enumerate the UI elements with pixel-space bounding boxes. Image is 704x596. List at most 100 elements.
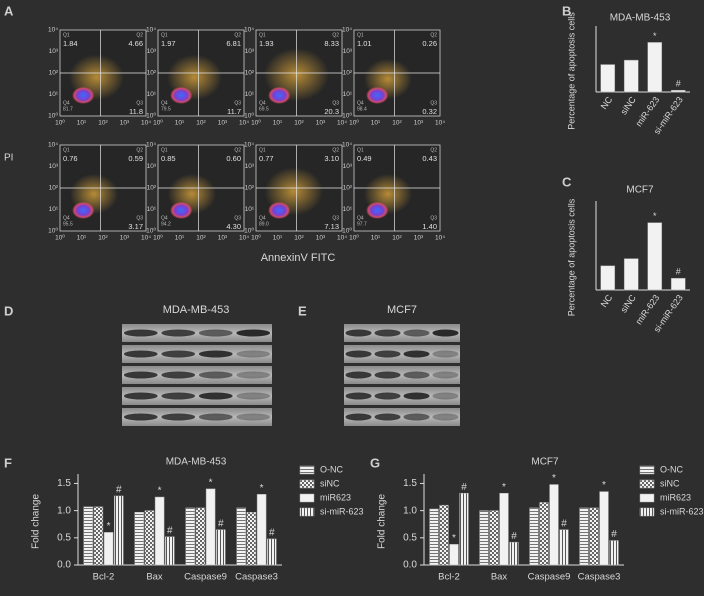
legend-label: siNC bbox=[320, 478, 340, 488]
y-tick-label: 1.5 bbox=[403, 478, 417, 489]
blot-band bbox=[123, 371, 158, 379]
quadrant-value: 1.93 bbox=[259, 39, 274, 48]
tick-label: 10⁴ bbox=[239, 120, 249, 127]
significance-marker: # bbox=[561, 518, 567, 529]
tick-label: 10³ bbox=[147, 163, 157, 170]
quadrant-name: Q1 bbox=[161, 147, 168, 153]
cloud-core bbox=[268, 86, 291, 104]
tick-label: 10⁴ bbox=[342, 142, 352, 149]
tick-label: 10² bbox=[196, 235, 206, 242]
blot-band bbox=[345, 329, 372, 337]
tick-label: 10³ bbox=[147, 48, 157, 55]
tick-label: 10³ bbox=[316, 120, 326, 127]
tick-label: 10² bbox=[196, 120, 206, 127]
panel-label: F bbox=[4, 455, 12, 470]
blot-strip bbox=[344, 324, 460, 342]
quadrant-name: Q4 bbox=[357, 100, 364, 106]
quadrant-value: 0.76 bbox=[63, 154, 78, 163]
legend-swatch bbox=[299, 507, 315, 517]
tick-label: 10³ bbox=[49, 163, 59, 170]
legend-label: O-NC bbox=[660, 464, 683, 474]
significance-marker: * bbox=[209, 478, 213, 489]
tick-label: 10⁰ bbox=[146, 227, 156, 235]
significance-marker: # bbox=[116, 485, 122, 496]
tick-label: 10⁴ bbox=[239, 235, 249, 242]
tick-label: 10⁴ bbox=[337, 235, 347, 242]
quadrant-value: 8.33 bbox=[324, 39, 339, 48]
quadrant-name: Q2 bbox=[332, 32, 339, 38]
legend-swatch bbox=[639, 507, 655, 517]
tick-label: 10¹ bbox=[343, 91, 353, 98]
blot-band bbox=[161, 392, 196, 400]
blot-strip bbox=[344, 366, 460, 384]
tick-label: 10² bbox=[147, 70, 157, 77]
tick-label: 10⁰ bbox=[244, 112, 254, 120]
bar bbox=[623, 258, 639, 291]
blot-strip bbox=[122, 408, 272, 426]
tick-label: 10⁰ bbox=[342, 227, 352, 235]
quadrant-name: Q1 bbox=[161, 32, 168, 38]
cloud-core bbox=[366, 86, 389, 104]
quadrant-value: 0.32 bbox=[422, 107, 437, 116]
quadrant-value: 11.8 bbox=[129, 107, 143, 116]
tick-label: 10⁰ bbox=[244, 227, 254, 235]
tick-label: 10² bbox=[343, 185, 353, 192]
bar bbox=[256, 494, 267, 566]
blot-strip bbox=[344, 345, 460, 363]
blot-band bbox=[345, 350, 372, 358]
blot-band bbox=[432, 392, 459, 400]
tick-label: 10³ bbox=[49, 48, 59, 55]
blot-band bbox=[403, 350, 430, 358]
tick-label: 10¹ bbox=[49, 206, 59, 213]
blot-band bbox=[403, 371, 430, 379]
x-tick-label: Caspase9 bbox=[184, 572, 227, 583]
quadrant-name: Q3 bbox=[332, 100, 339, 106]
bar bbox=[670, 89, 686, 93]
y-axis-label: Percentage of apoptosis cells bbox=[566, 198, 576, 316]
quadrant-value: 95.5 bbox=[63, 221, 73, 227]
blot-band bbox=[123, 329, 158, 337]
blot-band bbox=[123, 413, 158, 421]
quadrant-value: 7.13 bbox=[324, 222, 339, 231]
blot-strip bbox=[122, 345, 272, 363]
quadrant-name: Q1 bbox=[357, 147, 364, 153]
tick-label: 10¹ bbox=[77, 235, 87, 242]
quadrant-value: 0.60 bbox=[226, 154, 241, 163]
x-tick-label: Bax bbox=[491, 572, 508, 583]
bar bbox=[599, 491, 609, 566]
bar bbox=[647, 42, 663, 93]
blot-strip bbox=[344, 408, 460, 426]
blot bbox=[122, 324, 272, 426]
blot-band bbox=[198, 413, 233, 421]
bar bbox=[579, 507, 589, 566]
quadrant-name: Q1 bbox=[63, 147, 70, 153]
bar bbox=[185, 507, 195, 566]
significance-marker: # bbox=[461, 482, 467, 493]
bar bbox=[600, 64, 616, 93]
tick-label: 10¹ bbox=[77, 120, 87, 127]
quadrant-name: Q4 bbox=[259, 215, 266, 221]
quadrant-value: 1.40 bbox=[422, 222, 437, 231]
panel-label: B bbox=[562, 3, 571, 18]
chart-title: MCF7 bbox=[626, 185, 654, 196]
bar bbox=[609, 540, 619, 566]
tick-label: 10⁴ bbox=[435, 235, 445, 242]
quadrant-value: 0.59 bbox=[128, 154, 143, 163]
tick-label: 10² bbox=[49, 70, 59, 77]
blot-band bbox=[374, 371, 401, 379]
significance-marker: # bbox=[511, 531, 517, 542]
quadrant-value: 0.26 bbox=[422, 39, 437, 48]
quadrant-value: 98.4 bbox=[357, 106, 367, 112]
y-axis-label: Fold change bbox=[377, 494, 388, 549]
tick-label: 10¹ bbox=[49, 91, 59, 98]
x-tick-label: Bcl-2 bbox=[438, 572, 460, 583]
blot-band bbox=[345, 371, 372, 379]
bar bbox=[83, 506, 93, 566]
quadrant-value: 0.77 bbox=[259, 154, 274, 163]
bar bbox=[589, 507, 599, 566]
bar bbox=[623, 59, 639, 93]
quadrant-name: Q2 bbox=[136, 32, 143, 38]
tick-label: 10⁴ bbox=[141, 235, 151, 242]
tick-label: 10³ bbox=[414, 235, 424, 242]
